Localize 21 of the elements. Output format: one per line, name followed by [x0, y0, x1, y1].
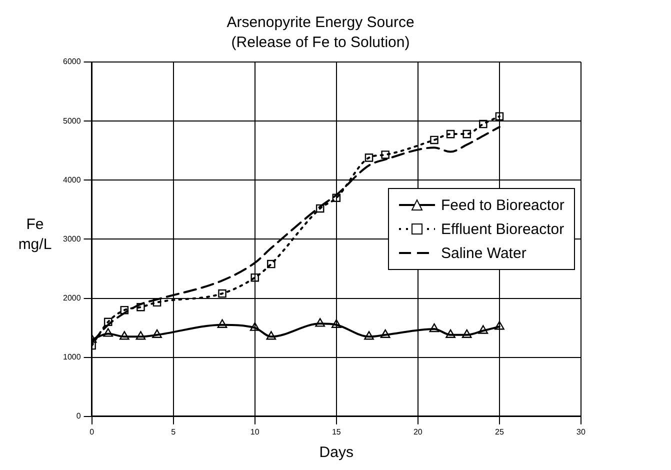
- x-tick-label: 0: [90, 427, 95, 436]
- y-tick-label: 3000: [63, 234, 82, 244]
- y-axis-title: Fe mg/L: [17, 215, 53, 255]
- y-tick-label: 1000: [63, 352, 82, 362]
- legend-label: Saline Water: [441, 244, 526, 262]
- y-tick-label: 6000: [63, 57, 82, 66]
- chart-title: Arsenopyrite Energy Source: [226, 14, 414, 32]
- x-tick-label: 10: [250, 427, 260, 436]
- y-tick-label: 4000: [63, 175, 82, 184]
- x-tick-label: 25: [495, 427, 504, 436]
- y-tick-label: 0: [76, 412, 82, 421]
- legend-label: Feed to Bioreactor: [441, 196, 564, 214]
- x-axis-title: Days: [319, 444, 354, 462]
- y-tick-label: 5000: [63, 116, 82, 126]
- y-tick-label: 2000: [63, 293, 82, 302]
- x-tick-label: 5: [171, 427, 176, 436]
- legend-label: Effluent Bioreactor: [441, 220, 564, 238]
- x-tick-label: 15: [332, 427, 342, 436]
- chart-subtitle: (Release of Fe to Solution): [231, 34, 410, 52]
- x-tick-label: 30: [576, 427, 586, 436]
- x-tick-label: 20: [413, 427, 423, 436]
